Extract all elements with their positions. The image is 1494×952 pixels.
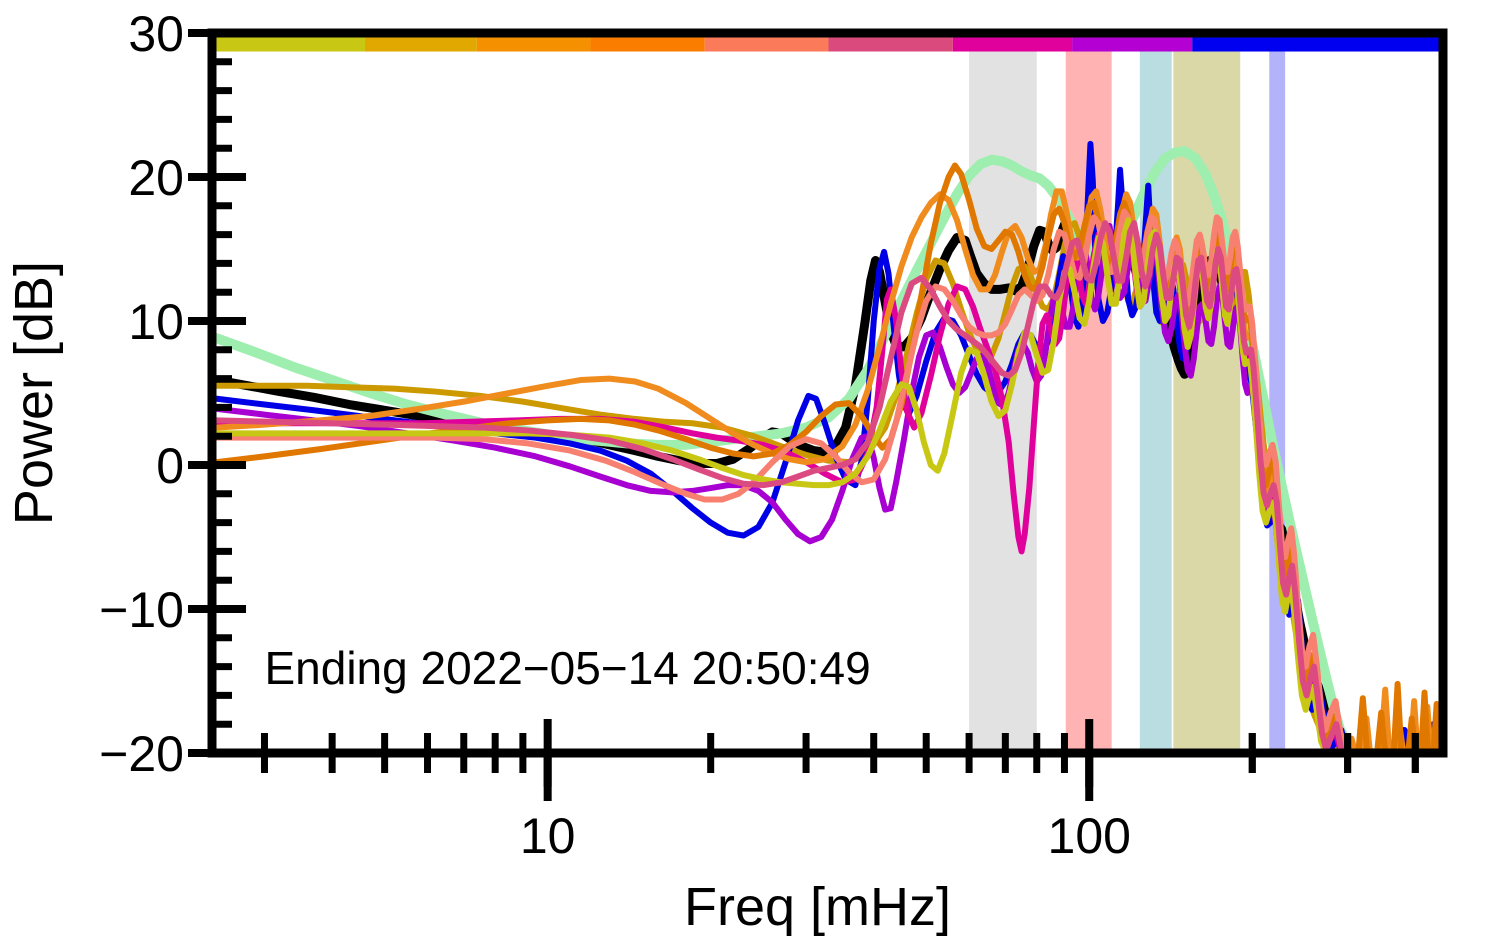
series-salmon bbox=[213, 208, 1443, 753]
y-tick-label: 10 bbox=[128, 294, 184, 350]
y-tick-label: 30 bbox=[128, 6, 184, 62]
series-crimson-pink bbox=[213, 220, 1443, 753]
y-tick-label: −10 bbox=[99, 582, 184, 638]
band-khaki bbox=[1173, 33, 1241, 753]
colorbar-segment-7 bbox=[1072, 37, 1193, 52]
y-tick-label: −20 bbox=[99, 726, 184, 782]
colorbar-segment-1 bbox=[365, 37, 477, 52]
x-axis-label: Freq [mHz] bbox=[684, 877, 951, 937]
colorbar-segment-6 bbox=[952, 37, 1073, 52]
frequency-colorbar bbox=[212, 37, 1443, 52]
series-olive bbox=[213, 217, 1443, 753]
band-teal bbox=[1139, 33, 1172, 753]
y-tick-label: 0 bbox=[156, 438, 184, 494]
colorbar-segment-2 bbox=[476, 37, 591, 52]
colorbar-segment-8 bbox=[1192, 37, 1443, 52]
x-tick-label: 10 bbox=[520, 808, 576, 864]
colorbar-segment-5 bbox=[828, 37, 953, 52]
ending-timestamp-annotation: Ending 2022−05−14 20:50:49 bbox=[264, 642, 870, 694]
band-periwinkle bbox=[1269, 33, 1286, 753]
y-axis-label: Power [dB] bbox=[4, 261, 64, 525]
x-tick-label: 100 bbox=[1048, 808, 1131, 864]
colorbar-segment-4 bbox=[704, 37, 829, 52]
band-pink bbox=[1065, 33, 1112, 753]
shaded-bands-group bbox=[969, 33, 1286, 753]
colorbar-segment-3 bbox=[590, 37, 705, 52]
spectra-series-group bbox=[212, 140, 1443, 753]
plot-frame bbox=[207, 28, 1448, 758]
colorbar-segment-0 bbox=[212, 37, 366, 52]
y-tick-label: 20 bbox=[128, 150, 184, 206]
axes-frame bbox=[207, 28, 1448, 758]
